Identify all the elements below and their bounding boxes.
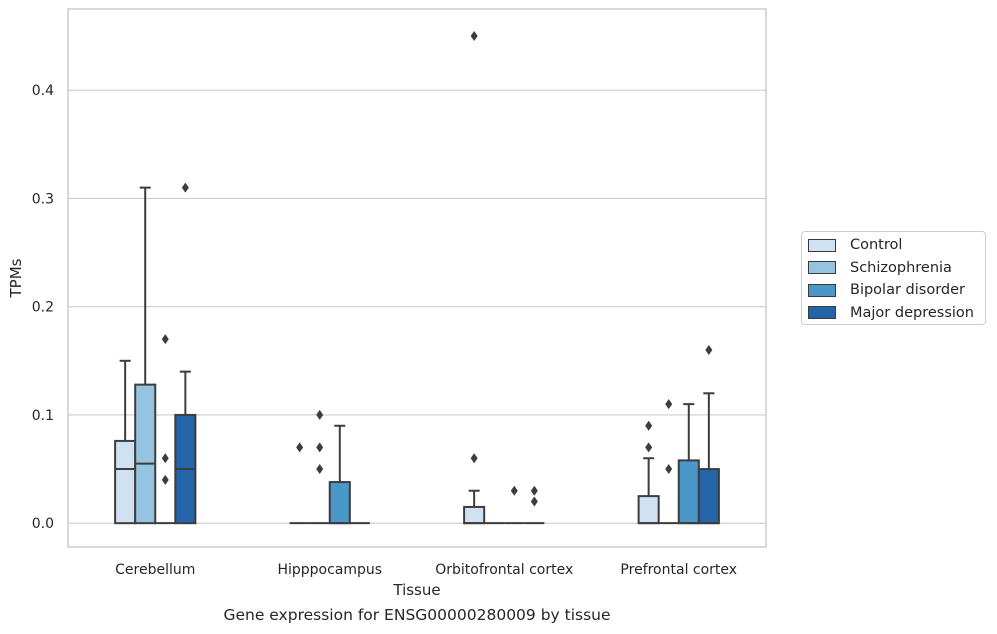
outlier-point	[470, 31, 478, 42]
box	[677, 459, 700, 525]
legend-item: Major depression	[808, 303, 974, 323]
y-tick-label: 0.1	[32, 408, 54, 424]
outlier-point	[470, 453, 478, 464]
outlier-point	[296, 442, 304, 453]
outlier-point	[316, 442, 324, 453]
legend-item: Control	[808, 235, 902, 255]
x-axis-label: Tissue	[392, 581, 440, 599]
legend-item: Schizophrenia	[808, 258, 952, 278]
outlier-point	[316, 409, 324, 420]
outlier-point	[510, 485, 518, 496]
x-tick-label: Orbitofrontal cortex	[435, 562, 573, 578]
chart-caption: Gene expression for ENSG00000280009 by t…	[223, 606, 611, 624]
outlier-point	[645, 442, 653, 453]
outlier-point	[645, 420, 653, 431]
outlier-point	[161, 474, 169, 485]
legend: Control Schizophrenia Bipolar disorder Majo…	[801, 231, 986, 325]
outlier-point	[665, 399, 673, 410]
box	[328, 481, 351, 525]
outlier-point	[530, 496, 538, 507]
legend-item: Bipolar disorder	[808, 280, 965, 300]
legend-label: Schizophrenia	[850, 259, 952, 276]
y-tick-label: 0.3	[32, 191, 54, 207]
box-plot: 0.0 0.1 0.2 0.3 0.4 Cerebellum Hipppocampus Orb…	[7, 8, 767, 599]
box	[637, 495, 660, 525]
outlier-point	[665, 464, 673, 475]
x-tick-label: Prefrontal cortex	[620, 562, 737, 578]
legend-label: Control	[850, 237, 903, 253]
legend-swatch	[808, 283, 836, 297]
outlier-point	[181, 182, 189, 193]
box	[697, 468, 720, 525]
y-axis-label: TPMs	[7, 258, 25, 298]
x-tick-label: Hipppocampus	[277, 562, 382, 578]
plot-frame	[67, 8, 767, 548]
box	[114, 439, 137, 525]
legend-swatch	[808, 238, 836, 252]
legend-label: Bipolar disorder	[850, 282, 965, 298]
y-tick-label: 0.4	[32, 83, 54, 99]
y-tick-label: 0.0	[32, 516, 54, 532]
outlier-point	[705, 344, 713, 355]
legend-swatch	[808, 261, 836, 274]
outlier-point	[316, 464, 324, 475]
outlier-point	[530, 485, 538, 496]
box	[134, 383, 157, 525]
legend-swatch	[808, 306, 836, 319]
y-tick-label: 0.2	[32, 300, 54, 316]
legend-label: Major depression	[850, 304, 974, 321]
outlier-point	[161, 334, 169, 345]
box	[463, 505, 486, 525]
x-tick-label: Cerebellum	[115, 562, 195, 578]
outlier-point	[161, 453, 169, 464]
